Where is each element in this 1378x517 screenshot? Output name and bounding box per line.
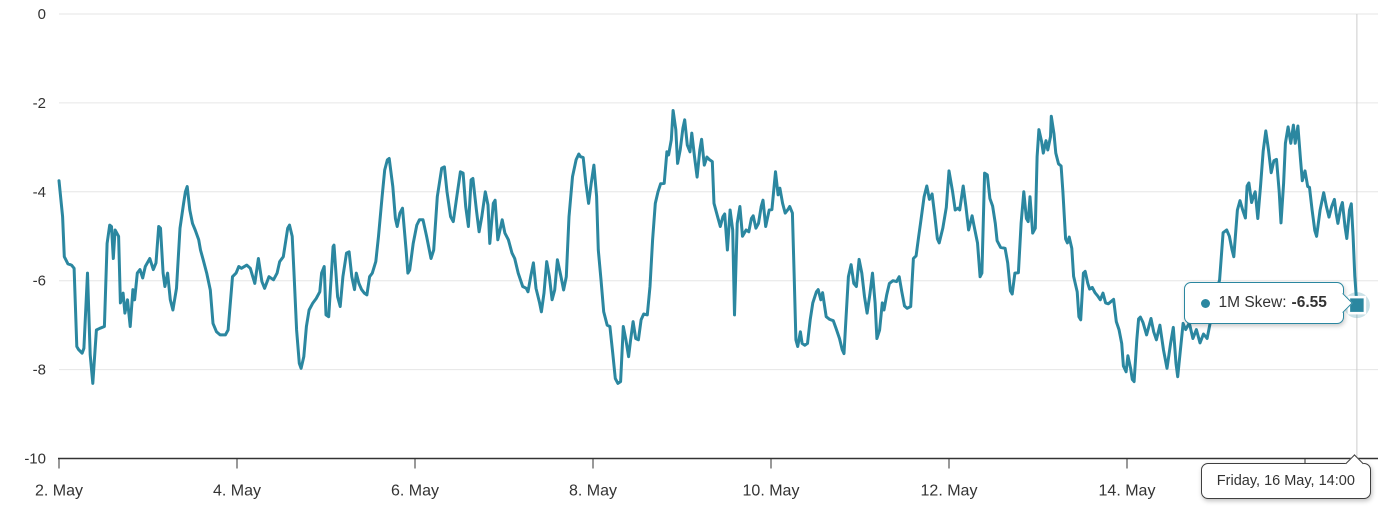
series-marker[interactable] — [1347, 295, 1367, 315]
series-tooltip-label: 1M Skew: — [1218, 294, 1287, 312]
series-dot-icon — [1201, 298, 1211, 308]
y-axis-label: -8 — [33, 362, 46, 379]
y-axis-label: -6 — [33, 273, 46, 290]
x-axis-label: 6. May — [391, 483, 439, 500]
x-axis-label: 8. May — [569, 483, 617, 500]
series-tooltip: 1M Skew: -6.55 — [1184, 282, 1353, 325]
x-axis-date-tooltip-text: Friday, 16 May, 14:00 — [1216, 472, 1355, 489]
x-axis-label: 4. May — [213, 483, 261, 500]
x-axis-label: 14. May — [1099, 483, 1156, 500]
y-axis-label: -10 — [24, 451, 46, 468]
series-line[interactable] — [57, 109, 1359, 385]
x-axis-label: 10. May — [743, 483, 800, 500]
x-axis-label: 12. May — [921, 483, 978, 500]
y-axis-label: -4 — [33, 184, 46, 201]
series-tooltip-value: -6.55 — [1291, 294, 1327, 312]
x-axis-label: 2. May — [35, 483, 83, 500]
y-axis-label: 0 — [38, 6, 46, 23]
y-axis-label: -2 — [33, 95, 46, 112]
x-axis-date-tooltip: Friday, 16 May, 14:00 — [1200, 453, 1371, 499]
